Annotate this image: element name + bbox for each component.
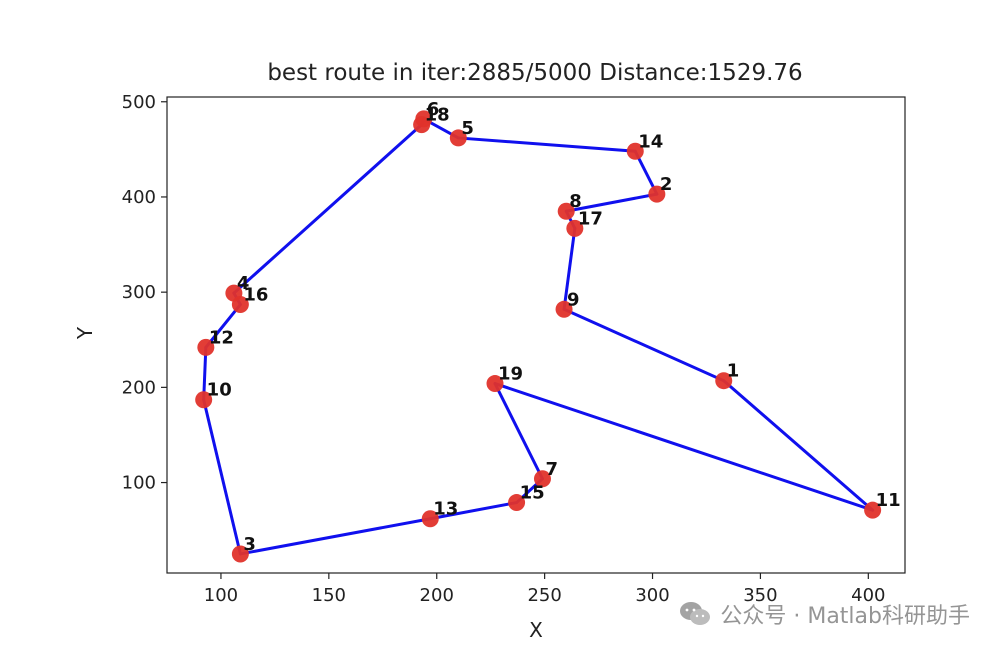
point-label-11: 11 — [876, 490, 901, 511]
route-point-2 — [648, 185, 666, 203]
route-point-13 — [421, 510, 439, 528]
point-label-3: 3 — [243, 534, 256, 555]
route-segment — [456, 136, 637, 153]
point-label-12: 12 — [209, 327, 234, 348]
route-point-17 — [566, 219, 584, 237]
route-point-14 — [626, 142, 644, 160]
route-points — [195, 110, 882, 563]
y-tick-label: 500 — [122, 92, 156, 113]
x-tick-label: 100 — [204, 585, 238, 606]
route-segment — [564, 192, 659, 213]
route-point-12 — [197, 338, 215, 356]
route-point-9 — [555, 300, 573, 318]
x-tick-label: 150 — [312, 585, 346, 606]
y-tick-label: 400 — [122, 187, 156, 208]
watermark: 公众号 · Matlab科研助手 — [678, 598, 970, 630]
route-point-16 — [231, 296, 249, 314]
route-point-8 — [557, 202, 575, 220]
y-tick-label: 200 — [122, 377, 156, 398]
axes: 100 150 200 250 300 350 400 100 200 300 400 500 — [122, 92, 906, 606]
point-label-19: 19 — [498, 364, 523, 385]
route-segment — [493, 382, 875, 512]
point-label-4: 4 — [237, 273, 250, 294]
route-point-10 — [195, 391, 213, 409]
route-point-15 — [508, 494, 526, 512]
y-axis-label: Y — [73, 326, 97, 340]
route-segment — [238, 517, 432, 556]
point-label-10: 10 — [207, 380, 232, 401]
point-label-5: 5 — [461, 118, 474, 139]
point-label-1: 1 — [727, 361, 740, 382]
route-segment — [562, 307, 726, 383]
route-segment — [428, 501, 519, 521]
route-segment — [232, 123, 424, 295]
route-point-1 — [715, 372, 733, 390]
route-point-19 — [486, 375, 504, 393]
plot-frame — [166, 96, 906, 574]
point-label-8: 8 — [569, 191, 582, 212]
watermark-text: 公众号 · Matlab科研助手 — [720, 604, 970, 629]
y-tick-label: 300 — [122, 282, 156, 303]
route-segment — [562, 226, 577, 311]
point-label-16: 16 — [243, 285, 268, 306]
route-point-3 — [231, 545, 249, 563]
point-label-6: 6 — [427, 99, 440, 120]
point-label-14: 14 — [638, 131, 663, 152]
x-tick-label: 400 — [851, 585, 885, 606]
point-label-7: 7 — [545, 459, 558, 480]
route-segment — [202, 398, 242, 556]
x-tick-label: 250 — [527, 585, 561, 606]
x-axis-label: X — [529, 618, 543, 642]
x-tick-label: 300 — [635, 585, 669, 606]
route-point-11 — [864, 501, 882, 519]
route-point-7 — [533, 470, 551, 488]
route-segment — [722, 379, 875, 512]
route-point-18 — [413, 116, 431, 134]
point-label-2: 2 — [660, 174, 673, 195]
x-tick-label: 200 — [420, 585, 454, 606]
route-segment — [204, 303, 242, 349]
route-segment — [493, 382, 544, 481]
route-point-5 — [449, 129, 467, 147]
chart-title: best route in iter:2885/5000 Distance:15… — [267, 60, 802, 86]
point-label-18: 18 — [425, 105, 450, 126]
point-label-13: 13 — [433, 499, 458, 520]
wechat-icon — [680, 602, 711, 625]
point-label-9: 9 — [567, 289, 580, 310]
y-tick-label: 100 — [122, 473, 156, 494]
point-label-15: 15 — [520, 483, 545, 504]
x-tick-label: 350 — [743, 585, 777, 606]
route-segment — [202, 345, 208, 402]
point-label-17: 17 — [578, 208, 603, 229]
